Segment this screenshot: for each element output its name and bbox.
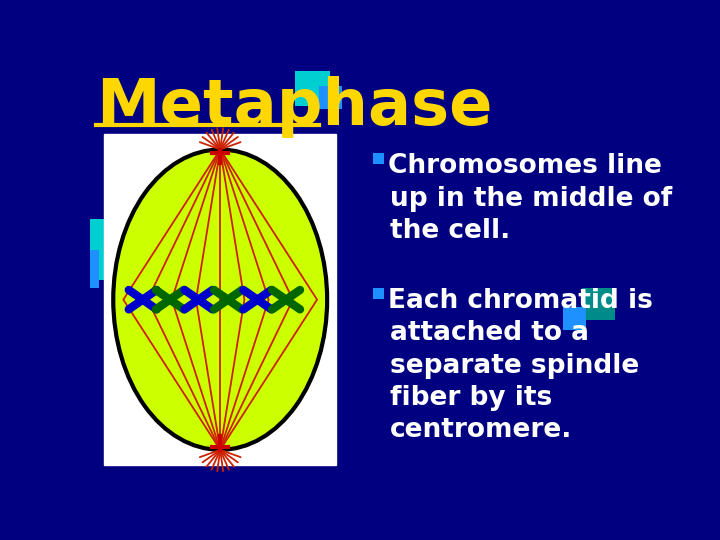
Text: Each chromatid is: Each chromatid is <box>388 288 653 314</box>
Bar <box>373 153 384 164</box>
Bar <box>90 249 99 288</box>
Bar <box>582 288 615 320</box>
Text: centromere.: centromere. <box>390 417 572 443</box>
Text: separate spindle: separate spindle <box>390 353 639 379</box>
Bar <box>563 307 586 330</box>
Text: up in the middle of: up in the middle of <box>390 186 672 212</box>
Bar <box>319 86 342 110</box>
Bar <box>295 71 330 106</box>
Bar <box>104 134 336 465</box>
Text: attached to a: attached to a <box>390 320 589 347</box>
Bar <box>90 219 104 280</box>
Text: fiber by its: fiber by its <box>390 385 552 411</box>
Ellipse shape <box>113 150 327 450</box>
Text: the cell.: the cell. <box>390 218 510 244</box>
Text: Chromosomes line: Chromosomes line <box>388 153 662 179</box>
Bar <box>373 288 384 299</box>
Text: Metaphase: Metaphase <box>96 76 492 138</box>
